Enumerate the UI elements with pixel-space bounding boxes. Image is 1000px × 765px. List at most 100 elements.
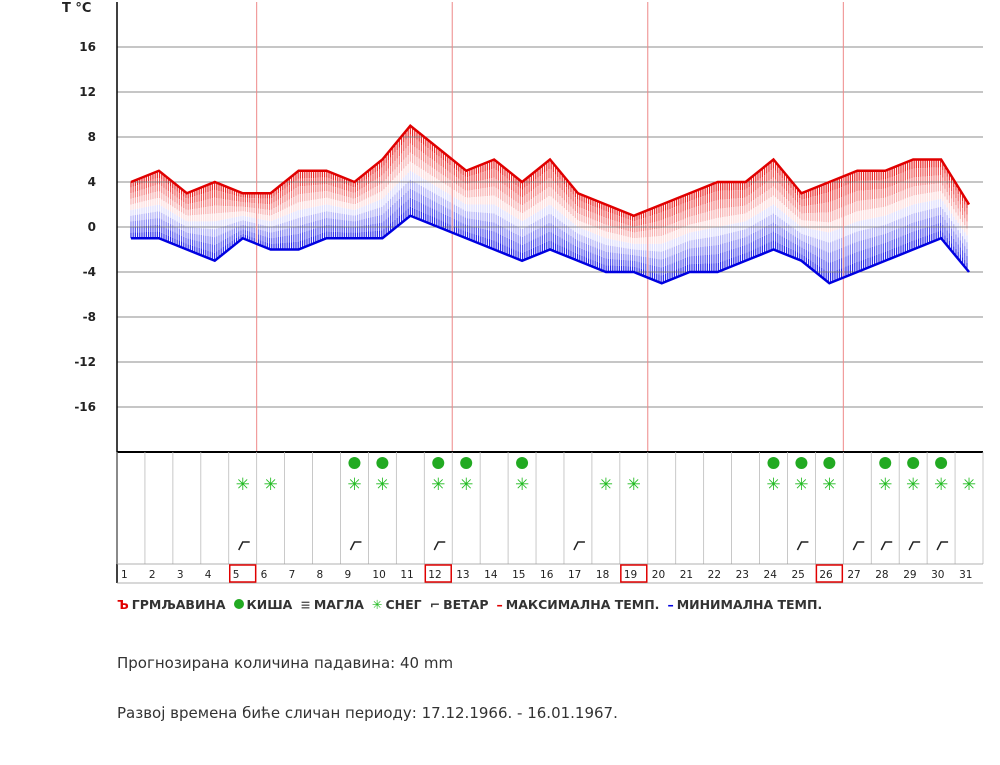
thunder-icon: Ъ [117, 596, 129, 612]
snow-icon: ✳ [375, 475, 389, 495]
day-number: 25 [791, 569, 804, 581]
day-number: 20 [652, 569, 665, 581]
day-number: 28 [875, 569, 888, 581]
wind-icon [573, 541, 585, 551]
day-highlight-box [228, 564, 257, 583]
wind-icon [852, 541, 865, 551]
snow-icon: ✳ [431, 475, 445, 495]
day-number: 29 [903, 569, 916, 581]
day-number: 10 [372, 569, 385, 581]
legend-wind: ⌐ ВЕТАР [430, 597, 489, 612]
day-number-row: 1 2 3 4 5 6 7 8 9 10 11 12 13 14 15 16 17 18 19 20 21 22 23 24 2… [117, 563, 983, 584]
day-number: 9 [344, 569, 351, 581]
y-tick-label: -12 [74, 355, 96, 369]
wind-icon: ⌐ [429, 596, 441, 612]
legend-rain-label: КИША [246, 596, 293, 612]
y-tick-label: 8 [88, 130, 96, 144]
wind-icon [349, 541, 362, 551]
day-number: 4 [205, 569, 212, 581]
day-number: 17 [568, 569, 581, 581]
y-tick-label: 16 [79, 40, 96, 54]
wind-icon [908, 541, 921, 551]
day-number: 15 [512, 569, 525, 581]
snow-icon: ✳ [515, 475, 529, 495]
rain-icon [432, 457, 445, 469]
rain-icon [767, 457, 780, 469]
y-tick-label: -8 [83, 310, 96, 324]
legend-rain: КИША [233, 596, 293, 612]
snow-icon: ✳ [599, 475, 613, 495]
snow-icon: ✳ [962, 475, 976, 495]
legend-min-temp: – МИНИМАЛНА ТЕМП. [667, 597, 822, 612]
y-axis-title: T °C [62, 1, 91, 16]
temperature-lines [130, 124, 971, 285]
max-temp-line [130, 124, 971, 218]
day-number: 18 [596, 569, 609, 581]
snow-icon: ✳ [371, 596, 383, 612]
snow-icon: ✳ [347, 475, 361, 495]
wind-icon [880, 541, 893, 551]
legend-fog: ≡ МАГЛА [300, 597, 364, 612]
day-number: 26 [819, 569, 833, 581]
rain-icon [460, 457, 473, 469]
rain-icon [879, 457, 892, 469]
legend-thunder-label: ГРМЉАВИНА [131, 596, 226, 612]
snow-icon: ✳ [236, 475, 250, 495]
snow-icon: ✳ [459, 475, 473, 495]
y-tick-label: -16 [74, 400, 96, 414]
rain-icon [907, 457, 920, 469]
y-tick-label: 12 [79, 85, 96, 99]
rain-icon [348, 457, 361, 469]
y-tick-label: -4 [83, 265, 96, 279]
fog-icon: ≡ [300, 596, 311, 612]
day-number: 2 [149, 569, 156, 581]
day-number: 5 [233, 569, 240, 581]
day-number: 24 [764, 569, 778, 581]
day-number: 1 [121, 569, 128, 581]
rain-icon [233, 599, 244, 609]
legend-max-temp: – МАКСИМАЛНА ТЕМП. [497, 597, 660, 612]
wind-icon [433, 541, 446, 551]
day-number: 6 [261, 569, 268, 581]
day-number: 19 [624, 569, 637, 581]
snow-icon: ✳ [878, 475, 892, 495]
day-number: 27 [847, 569, 860, 581]
day-highlight-box [424, 564, 452, 583]
snow-icon: ✳ [906, 475, 920, 495]
legend-min-temp-label: МИНИМАЛНА ТЕМП. [676, 596, 823, 612]
day-number: 13 [456, 569, 469, 581]
snow-icon: ✳ [264, 475, 278, 495]
y-axis-tick-labels: 16 12 8 4 0 -4 -8 -12 -16 [74, 40, 96, 414]
wind-icon [238, 541, 250, 551]
legend-thunder: Ъ ГРМЉАВИНА [117, 597, 226, 612]
day-number: 31 [959, 569, 972, 581]
day-number: 3 [177, 569, 184, 581]
rain-icon [795, 457, 808, 469]
snow-icon: ✳ [627, 475, 641, 495]
day-number: 21 [680, 569, 693, 581]
snow-icon: ✳ [766, 475, 780, 495]
snow-icon: ✳ [822, 475, 836, 495]
rain-icon [376, 457, 389, 469]
max-temp-line-icon: – [496, 596, 503, 612]
day-number: 22 [708, 569, 721, 581]
legend-max-temp-label: МАКСИМАЛНА ТЕМП. [505, 596, 660, 612]
day-number: 14 [484, 569, 498, 581]
legend-snow: ✳ СНЕГ [372, 597, 422, 612]
rain-icon [516, 457, 529, 469]
legend-wind-label: ВЕТАР [443, 596, 489, 612]
wind-icon [936, 541, 949, 551]
day-highlight-box [815, 564, 844, 583]
snow-icon: ✳ [794, 475, 808, 495]
day-number: 7 [289, 569, 296, 581]
rain-icon [935, 457, 948, 469]
day-number: 30 [931, 569, 944, 581]
snow-icon: ✳ [934, 475, 948, 495]
min-temp-line-icon: – [667, 596, 674, 612]
y-tick-label: 0 [88, 220, 96, 234]
day-highlight-box [620, 564, 648, 583]
chart-legend: Ъ ГРМЉАВИНА КИША ≡ МАГЛА ✳ СНЕГ ⌐ ВЕТАР … [117, 594, 830, 614]
legend-snow-label: СНЕГ [385, 596, 422, 612]
rain-icon [823, 457, 836, 469]
